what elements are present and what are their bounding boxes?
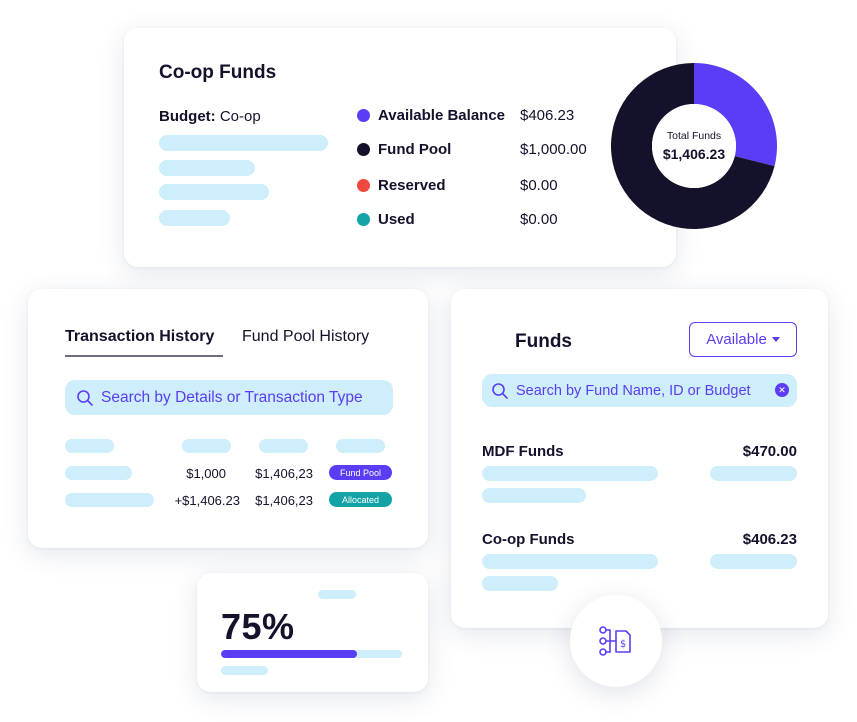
svg-text:$: $	[620, 639, 626, 650]
allocated-badge: Allocated	[329, 492, 392, 507]
fund-amount: $470.00	[742, 443, 797, 460]
budget-label: Budget:	[159, 108, 216, 125]
legend-item-fund-pool: Fund Pool $1,000.00	[357, 139, 597, 159]
fund-name: MDF Funds	[482, 443, 564, 460]
funds-title: Funds	[515, 331, 572, 352]
placeholder-line	[221, 666, 268, 675]
donut-slice-fund-pool	[611, 63, 775, 229]
fund-name: Co-op Funds	[482, 531, 575, 548]
legend-value: $1,000.00	[520, 140, 587, 158]
search-icon	[492, 382, 508, 399]
dropdown-selected-value: Available	[706, 331, 767, 348]
fund-pool-dot-icon	[357, 142, 370, 156]
legend-label: Fund Pool	[378, 140, 452, 158]
legend-value: $0.00	[520, 176, 558, 194]
transaction-history-card: Transaction History Fund Pool History Se…	[28, 289, 428, 548]
progress-percent-label: 75%	[221, 606, 295, 647]
placeholder-line	[159, 160, 255, 176]
fund-pool-badge: Fund Pool	[329, 465, 392, 480]
column-header-placeholder	[259, 439, 308, 453]
placeholder-line	[318, 590, 356, 599]
placeholder-line	[482, 576, 558, 591]
clear-search-icon[interactable]: ✕	[775, 383, 789, 397]
column-header-placeholder	[182, 439, 231, 453]
tab-transaction-history[interactable]: Transaction History	[65, 328, 215, 345]
legend-label: Reserved	[378, 176, 446, 194]
legend-label: Available Balance	[378, 106, 506, 124]
legend-value: $406.23	[520, 106, 575, 124]
fund-search-input[interactable]: Search by Fund Name, ID or Budget	[482, 374, 797, 407]
coop-funds-card: Co-op Funds Budget: Co-op Available Bala…	[124, 28, 676, 267]
placeholder-line	[159, 184, 269, 200]
total-funds-donut-chart	[611, 63, 777, 229]
donut-slice-available-balance	[694, 63, 777, 167]
placeholder-line	[710, 466, 797, 481]
legend-item-reserved: Reserved $0.00	[357, 175, 597, 195]
column-header-placeholder	[336, 439, 385, 453]
caret-down-icon	[771, 337, 780, 342]
legend-label: Used	[378, 210, 415, 228]
details-placeholder	[65, 466, 132, 480]
balance-cell: $1,406,23	[255, 466, 313, 481]
fund-amount: $406.23	[742, 531, 797, 548]
details-placeholder	[65, 493, 154, 507]
amount-cell: +$1,406.23	[174, 493, 240, 508]
placeholder-line	[482, 466, 658, 481]
donut-hole	[652, 104, 736, 188]
balance-cell: $1,406,23	[255, 493, 313, 508]
amount-cell: $1,000	[186, 466, 226, 481]
available-balance-dot-icon	[357, 108, 370, 122]
search-placeholder: Search by Details or Transaction Type	[101, 388, 363, 406]
column-header-placeholder	[65, 439, 114, 453]
coop-card-title: Co-op Funds	[159, 62, 277, 83]
used-dot-icon	[357, 212, 370, 226]
placeholder-line	[482, 488, 586, 503]
fund-hierarchy-icon-badge: $	[570, 595, 662, 687]
tab-fund-pool-history[interactable]: Fund Pool History	[242, 328, 370, 345]
search-placeholder: Search by Fund Name, ID or Budget	[516, 382, 751, 399]
active-tab-underline	[65, 355, 223, 357]
legend-item-available-balance: Available Balance $406.23	[357, 105, 597, 125]
legend-item-used: Used $0.00	[357, 209, 597, 229]
legend-value: $0.00	[520, 210, 558, 228]
placeholder-line	[482, 554, 658, 569]
funds-card: Funds Available Search by Fund Name, ID …	[451, 289, 828, 628]
placeholder-line	[159, 135, 328, 151]
progress-card: 75%	[197, 573, 428, 692]
progress-bar-track	[221, 650, 402, 658]
budget-line: Budget: Co-op	[159, 108, 261, 125]
transaction-search-input[interactable]: Search by Details or Transaction Type	[65, 380, 393, 415]
fund-status-dropdown[interactable]: Available	[689, 322, 797, 357]
placeholder-line	[710, 554, 797, 569]
progress-bar-fill	[221, 650, 357, 658]
budget-value: Co-op	[219, 108, 261, 125]
fund-hierarchy-icon: $	[599, 626, 631, 656]
search-icon	[77, 389, 93, 406]
placeholder-line	[159, 210, 230, 226]
reserved-dot-icon	[357, 178, 370, 192]
